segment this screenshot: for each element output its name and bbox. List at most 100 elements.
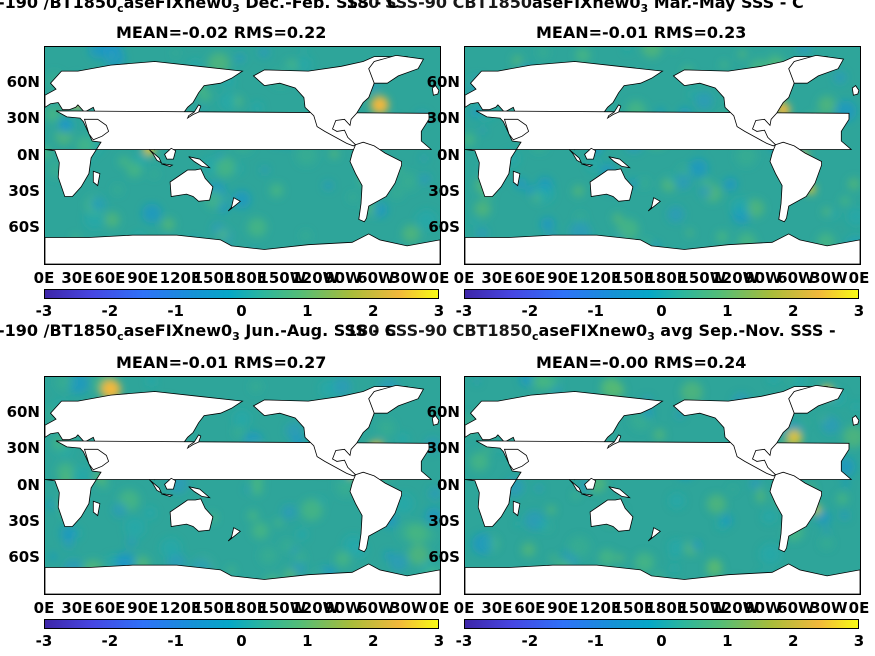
colorbar-tick-label: 2 xyxy=(367,632,379,650)
lon-tick-label: 150E xyxy=(612,599,655,617)
anomaly-spot xyxy=(601,378,624,400)
lon-tick-label: 60E xyxy=(94,599,126,617)
anomaly-spot xyxy=(759,543,782,566)
anomaly-spot xyxy=(680,381,703,403)
anomaly-spot xyxy=(234,164,243,173)
land-arabia xyxy=(83,118,110,141)
map-heatmap xyxy=(464,46,861,265)
title-title-suffix: Mar.-May SSS - C xyxy=(648,0,804,12)
anomaly-spot xyxy=(471,218,479,226)
anomaly-spot xyxy=(55,377,74,391)
colorbar-tick-label: 1 xyxy=(302,632,313,650)
anomaly-spot xyxy=(198,89,211,102)
land-australia xyxy=(589,498,634,532)
lon-tick-label: 30W xyxy=(390,269,428,287)
land-japan xyxy=(606,104,622,120)
anomaly-spot xyxy=(389,553,408,572)
lat-tick-label: 0N xyxy=(17,475,40,494)
anomaly-spot xyxy=(377,419,395,437)
lon-tick-label: 0E xyxy=(33,599,55,617)
anomaly-spot xyxy=(667,174,677,184)
panel-title: aseFIXnew03 Mar.-May SSS - C xyxy=(532,0,804,18)
lon-tick-label: 150W xyxy=(678,599,727,617)
anomaly-spot xyxy=(251,522,269,540)
anomaly-spot xyxy=(269,183,284,198)
anomaly-spot xyxy=(843,426,860,448)
anomaly-spot xyxy=(301,230,311,241)
anomaly-spot xyxy=(851,402,860,412)
colorbar-tick-label: -3 xyxy=(35,632,53,650)
lon-tick-label: 150E xyxy=(192,269,235,287)
anomaly-spot xyxy=(586,157,601,172)
lon-tick-label: 90E xyxy=(547,599,579,617)
anomaly-spot xyxy=(474,200,491,217)
anomaly-spot xyxy=(274,518,283,527)
anomaly-spot xyxy=(390,186,403,199)
anomaly-spot xyxy=(829,209,840,219)
colorbar-tick-label: 1 xyxy=(722,302,733,320)
anomaly-spot xyxy=(796,47,812,55)
anomaly-spot xyxy=(402,224,421,243)
land-antarctica xyxy=(465,563,860,594)
lon-tick-label: 90W xyxy=(324,599,362,617)
lon-tick-label: 120E xyxy=(159,269,202,287)
anomaly-spot xyxy=(840,196,850,206)
anomaly-spot xyxy=(699,184,712,198)
anomaly-spot xyxy=(406,522,428,544)
land-madagascar xyxy=(512,170,521,187)
anomaly-spot xyxy=(118,156,130,167)
anomaly-spot xyxy=(669,493,685,509)
lon-tick-label: 120W xyxy=(711,599,760,617)
anomaly-spot xyxy=(738,50,747,59)
land-borneo xyxy=(164,147,177,160)
colorbar-tick-label: 2 xyxy=(367,302,379,320)
panel-stats: MEAN=-0.00 RMS=0.24 xyxy=(536,353,747,372)
anomaly-spot xyxy=(59,117,71,130)
anomaly-spot xyxy=(476,227,489,240)
land-samerica xyxy=(349,141,403,223)
lat-tick-label: 30S xyxy=(8,511,40,530)
title-title-mid: aseFIXnew0 xyxy=(538,321,648,340)
lat-tick-label: 60N xyxy=(6,403,40,422)
lon-tick-label: 0E xyxy=(428,269,450,287)
anomaly-spot xyxy=(562,550,569,557)
land-arabia xyxy=(503,448,530,471)
anomaly-spot xyxy=(847,177,860,191)
lat-tick-label: 30S xyxy=(428,511,460,530)
anomaly-spot xyxy=(540,217,555,232)
anomaly-hotspot xyxy=(100,379,121,400)
land-newguinea xyxy=(608,156,631,169)
anomaly-spot xyxy=(202,158,220,175)
anomaly-spot xyxy=(519,377,534,387)
lon-tick-label: 0E xyxy=(428,599,450,617)
colorbar-tick-label: 3 xyxy=(433,632,445,650)
lat-tick-label: 0N xyxy=(437,475,460,494)
anomaly-spot xyxy=(572,492,579,499)
anomaly-spot xyxy=(161,217,176,231)
lon-tick-label: 150W xyxy=(258,599,307,617)
land-australia xyxy=(169,168,214,202)
anomaly-spot xyxy=(641,47,663,58)
land-samerica xyxy=(769,471,823,553)
anomaly-spot xyxy=(537,519,549,531)
anomaly-spot xyxy=(686,229,694,237)
lon-tick-label: 90W xyxy=(744,599,782,617)
colorbar-tick-label: -2 xyxy=(521,632,539,650)
anomaly-spot xyxy=(568,535,591,558)
anomaly-spot xyxy=(297,56,312,71)
colorbar-tick-label: 1 xyxy=(302,302,313,320)
anomaly-spot xyxy=(285,422,303,440)
lat-tick-label: 60N xyxy=(6,73,40,92)
anomaly-spot xyxy=(233,409,251,428)
land-nz xyxy=(227,527,242,542)
anomaly-spot xyxy=(247,217,267,237)
anomaly-hotspot xyxy=(786,429,803,446)
lon-tick-label: 150W xyxy=(258,269,307,287)
anomaly-spot xyxy=(473,378,481,385)
anomaly-spot xyxy=(484,445,491,453)
anomaly-spot xyxy=(800,419,808,427)
anomaly-spot xyxy=(535,484,543,493)
map-svg xyxy=(465,47,860,264)
land-nz xyxy=(227,197,242,212)
lat-tick-label: 30S xyxy=(428,181,460,200)
